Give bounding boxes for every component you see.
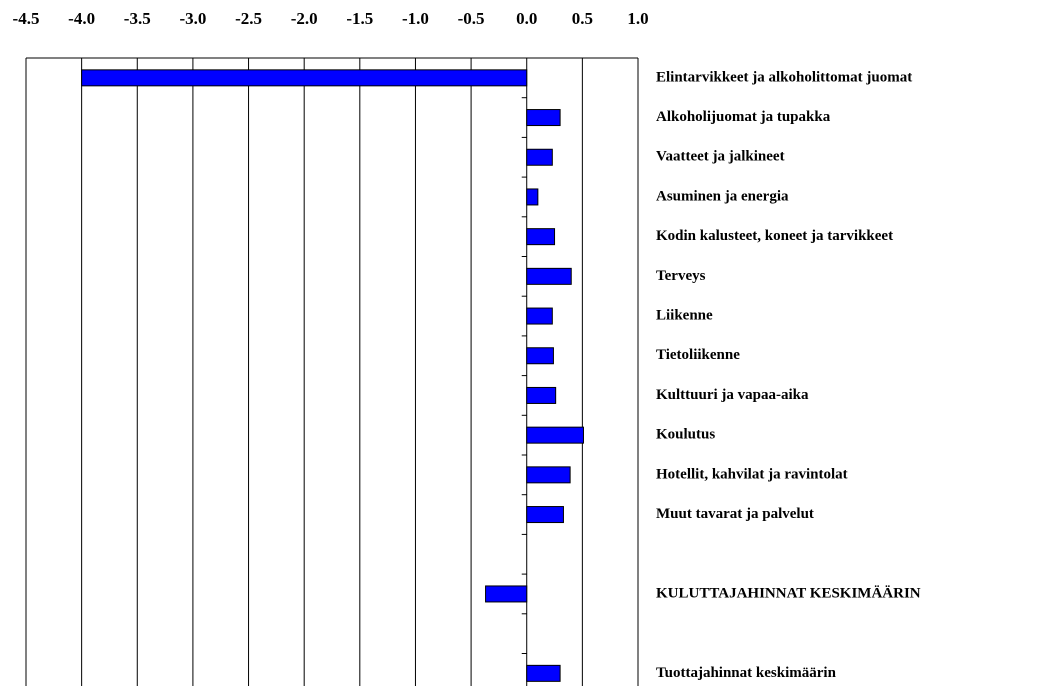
category-label: Tuottajahinnat keskimäärin	[656, 665, 837, 681]
bar	[526, 188, 539, 206]
bar	[81, 69, 528, 87]
category-label: Hotellit, kahvilat ja ravintolat	[656, 466, 848, 482]
bar	[526, 426, 584, 444]
x-tick-label: -2.5	[235, 9, 262, 28]
category-label: Kulttuuri ja vapaa-aika	[656, 387, 809, 403]
category-label: KULUTTAJAHINNAT KESKIMÄÄRIN	[656, 585, 921, 601]
bar	[526, 386, 557, 404]
x-tick-label: 1.0	[627, 9, 648, 28]
category-label: Asuminen ja energia	[656, 188, 789, 204]
x-tick-label: -4.0	[68, 9, 95, 28]
x-tick-label: -1.5	[346, 9, 373, 28]
x-tick-label: -0.5	[458, 9, 485, 28]
category-label: Alkoholijuomat ja tupakka	[656, 109, 831, 125]
bar	[485, 585, 528, 603]
x-tick-label: -3.5	[124, 9, 151, 28]
category-label: Liikenne	[656, 307, 713, 323]
bar	[526, 228, 556, 246]
category-label: Vaatteet ja jalkineet	[656, 149, 785, 165]
x-tick-label: -2.0	[291, 9, 318, 28]
bar	[526, 148, 553, 166]
bar	[526, 109, 561, 127]
category-label: Terveys	[656, 268, 706, 284]
bar	[526, 466, 571, 484]
bar	[526, 347, 554, 365]
bar	[526, 307, 553, 325]
bar	[526, 664, 561, 682]
x-tick-label: -4.5	[13, 9, 40, 28]
x-tick-label: 0.5	[572, 9, 593, 28]
x-tick-label: 0.0	[516, 9, 537, 28]
x-tick-label: -3.0	[179, 9, 206, 28]
bar	[526, 267, 572, 285]
x-tick-label: -1.0	[402, 9, 429, 28]
bar	[526, 506, 564, 524]
category-label: Elintarvikkeet ja alkoholittomat juomat	[656, 69, 912, 85]
category-label: Tietoliikenne	[656, 347, 740, 363]
category-label: Kodin kalusteet, koneet ja tarvikkeet	[656, 228, 893, 244]
category-label: Muut tavarat ja palvelut	[656, 506, 814, 522]
category-label: Koulutus	[656, 427, 715, 443]
